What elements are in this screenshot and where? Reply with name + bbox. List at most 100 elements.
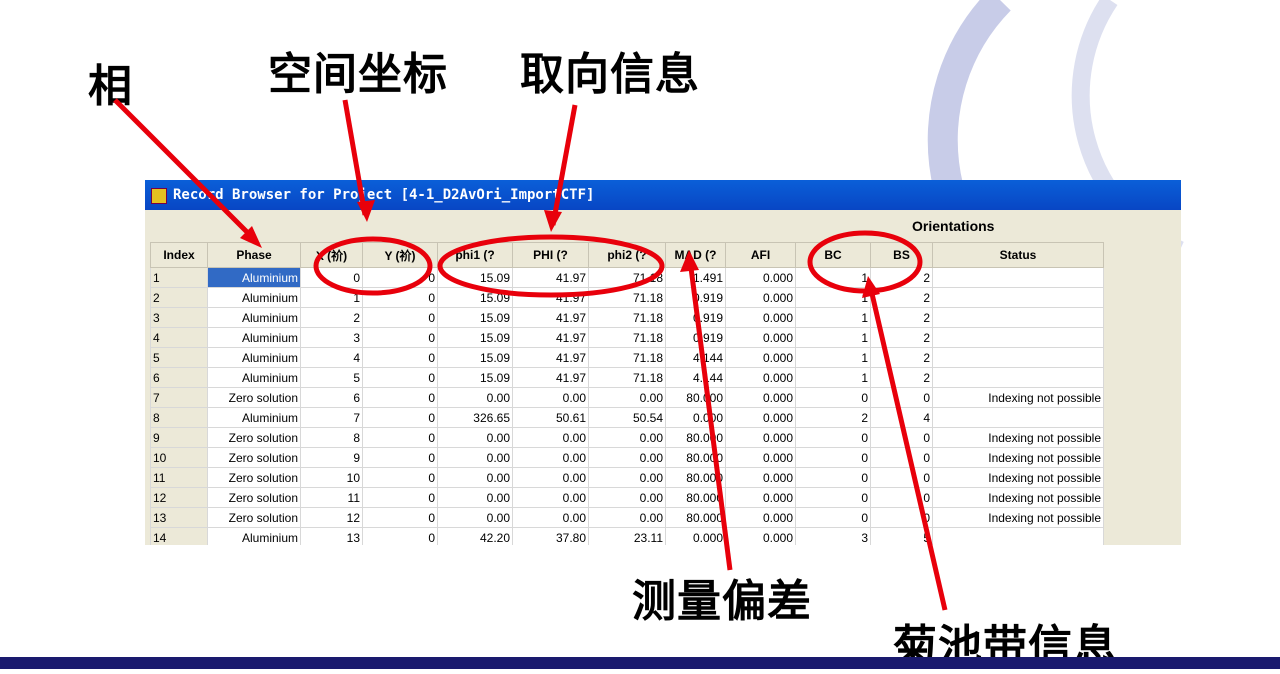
table-cell[interactable]: 0 [362, 307, 438, 328]
table-cell[interactable]: 2 [300, 307, 363, 328]
table-cell[interactable]: 15.09 [437, 347, 513, 368]
table-cell[interactable]: 0 [362, 447, 438, 468]
table-cell[interactable] [932, 367, 1104, 388]
table-cell[interactable] [932, 347, 1104, 368]
table-cell[interactable]: Aluminium [207, 287, 301, 308]
table-cell[interactable]: 0.000 [725, 307, 796, 328]
table-cell[interactable]: 0.00 [437, 467, 513, 488]
table-cell[interactable]: 80.000 [665, 447, 726, 468]
table-cell[interactable]: 0.00 [588, 487, 666, 508]
table-cell[interactable]: Aluminium [207, 527, 301, 545]
table-cell[interactable]: 2 [870, 307, 933, 328]
table-cell[interactable]: 0.000 [725, 467, 796, 488]
table-cell[interactable]: 0 [362, 427, 438, 448]
table-cell[interactable]: 71.18 [588, 327, 666, 348]
table-cell[interactable] [932, 267, 1104, 288]
table-row[interactable]: 11 Zero solution 10 0 0.00 0.00 0.00 80.000 0.00… [150, 467, 1104, 488]
table-cell[interactable]: 41.97 [512, 347, 589, 368]
table-cell[interactable]: 12 [150, 487, 208, 508]
table-cell[interactable]: 0 [870, 507, 933, 528]
table-cell[interactable]: 4.144 [665, 367, 726, 388]
table-cell[interactable]: 0 [362, 387, 438, 408]
column-header[interactable]: PHI (? [512, 242, 589, 268]
table-cell[interactable]: 42.20 [437, 527, 513, 545]
table-cell[interactable]: 0.00 [437, 447, 513, 468]
table-cell[interactable] [932, 527, 1104, 545]
column-header[interactable]: AFI [725, 242, 796, 268]
table-cell[interactable]: 0 [870, 387, 933, 408]
table-cell[interactable]: 5 [870, 527, 933, 545]
table-cell[interactable]: Zero solution [207, 387, 301, 408]
table-cell[interactable]: 15.09 [437, 327, 513, 348]
table-cell[interactable]: 80.000 [665, 467, 726, 488]
table-cell[interactable]: Indexing not possible [932, 447, 1104, 468]
table-cell[interactable]: 50.54 [588, 407, 666, 428]
table-cell[interactable]: 0.000 [725, 407, 796, 428]
table-cell[interactable]: Aluminium [207, 347, 301, 368]
table-row[interactable]: 1 Aluminium 0 0 15.09 41.97 71.18 1.491 0.000 1 2 [150, 267, 1104, 288]
table-cell[interactable]: 0.919 [665, 327, 726, 348]
table-cell[interactable] [932, 327, 1104, 348]
table-cell[interactable]: Indexing not possible [932, 387, 1104, 408]
table-cell[interactable]: 326.65 [437, 407, 513, 428]
table-cell[interactable]: 71.18 [588, 307, 666, 328]
column-header[interactable]: X (祄) [300, 242, 363, 268]
table-row[interactable]: 8 Aluminium 7 0 326.65 50.61 50.54 0.000 0.000 2 4 [150, 407, 1104, 428]
table-cell[interactable]: 0.00 [437, 487, 513, 508]
table-cell[interactable]: 0.00 [512, 507, 589, 528]
table-cell[interactable]: 23.11 [588, 527, 666, 545]
table-cell[interactable]: 0.000 [665, 527, 726, 545]
column-header[interactable]: MAD (? [665, 242, 726, 268]
table-cell[interactable]: 0 [362, 527, 438, 545]
column-header[interactable]: Status [932, 242, 1104, 268]
title-bar[interactable]: Record Browser for Project [4-1_D2AvOri_… [145, 180, 1181, 210]
table-cell[interactable]: 0.000 [725, 487, 796, 508]
table-cell[interactable]: Aluminium [207, 327, 301, 348]
table-cell[interactable]: Indexing not possible [932, 467, 1104, 488]
table-cell[interactable]: Indexing not possible [932, 487, 1104, 508]
table-cell[interactable]: 5 [300, 367, 363, 388]
table-cell[interactable]: 0 [362, 487, 438, 508]
table-cell[interactable]: 8 [300, 427, 363, 448]
column-header[interactable]: Index [150, 242, 208, 268]
table-cell[interactable]: 41.97 [512, 267, 589, 288]
table-row[interactable]: 10 Zero solution 9 0 0.00 0.00 0.00 80.000 0.000… [150, 447, 1104, 468]
column-header[interactable]: Phase [207, 242, 301, 268]
table-cell[interactable]: 1 [795, 307, 871, 328]
table-cell[interactable]: 0 [362, 507, 438, 528]
table-cell[interactable]: 0.00 [512, 447, 589, 468]
column-header[interactable]: BC [795, 242, 871, 268]
table-row[interactable]: 14 Aluminium 13 0 42.20 37.80 23.11 0.000 0.000 3… [150, 527, 1104, 545]
table-cell[interactable]: 14 [150, 527, 208, 545]
table-cell[interactable]: 7 [150, 387, 208, 408]
table-cell[interactable]: 0 [362, 327, 438, 348]
table-row[interactable]: 4 Aluminium 3 0 15.09 41.97 71.18 0.919 0.000 1 2 [150, 327, 1104, 348]
table-cell[interactable]: 41.97 [512, 307, 589, 328]
table-cell[interactable]: 2 [150, 287, 208, 308]
table-cell[interactable]: 1 [150, 267, 208, 288]
table-cell[interactable]: Indexing not possible [932, 427, 1104, 448]
table-cell[interactable]: Aluminium [207, 407, 301, 428]
table-cell[interactable]: 41.97 [512, 327, 589, 348]
table-cell[interactable]: 0.00 [588, 467, 666, 488]
table-cell[interactable]: 0.00 [588, 387, 666, 408]
table-row[interactable]: 13 Zero solution 12 0 0.00 0.00 0.00 80.000 0.00… [150, 507, 1104, 528]
table-cell[interactable]: Aluminium [207, 267, 301, 288]
table-cell[interactable]: 50.61 [512, 407, 589, 428]
table-cell[interactable]: 10 [300, 467, 363, 488]
table-row[interactable]: 7 Zero solution 6 0 0.00 0.00 0.00 80.000 0.000 0… [150, 387, 1104, 408]
table-cell[interactable]: Zero solution [207, 487, 301, 508]
table-cell[interactable]: Zero solution [207, 507, 301, 528]
table-cell[interactable]: 0.000 [725, 427, 796, 448]
table-cell[interactable]: 7 [300, 407, 363, 428]
table-cell[interactable]: 12 [300, 507, 363, 528]
table-cell[interactable]: 0.00 [588, 427, 666, 448]
table-cell[interactable]: 0 [362, 367, 438, 388]
table-cell[interactable]: 3 [795, 527, 871, 545]
table-cell[interactable]: 10 [150, 447, 208, 468]
table-cell[interactable] [932, 307, 1104, 328]
table-cell[interactable]: 1 [795, 367, 871, 388]
table-row[interactable]: 12 Zero solution 11 0 0.00 0.00 0.00 80.000 0.00… [150, 487, 1104, 508]
table-cell[interactable]: 0.000 [725, 527, 796, 545]
table-cell[interactable]: 41.97 [512, 367, 589, 388]
